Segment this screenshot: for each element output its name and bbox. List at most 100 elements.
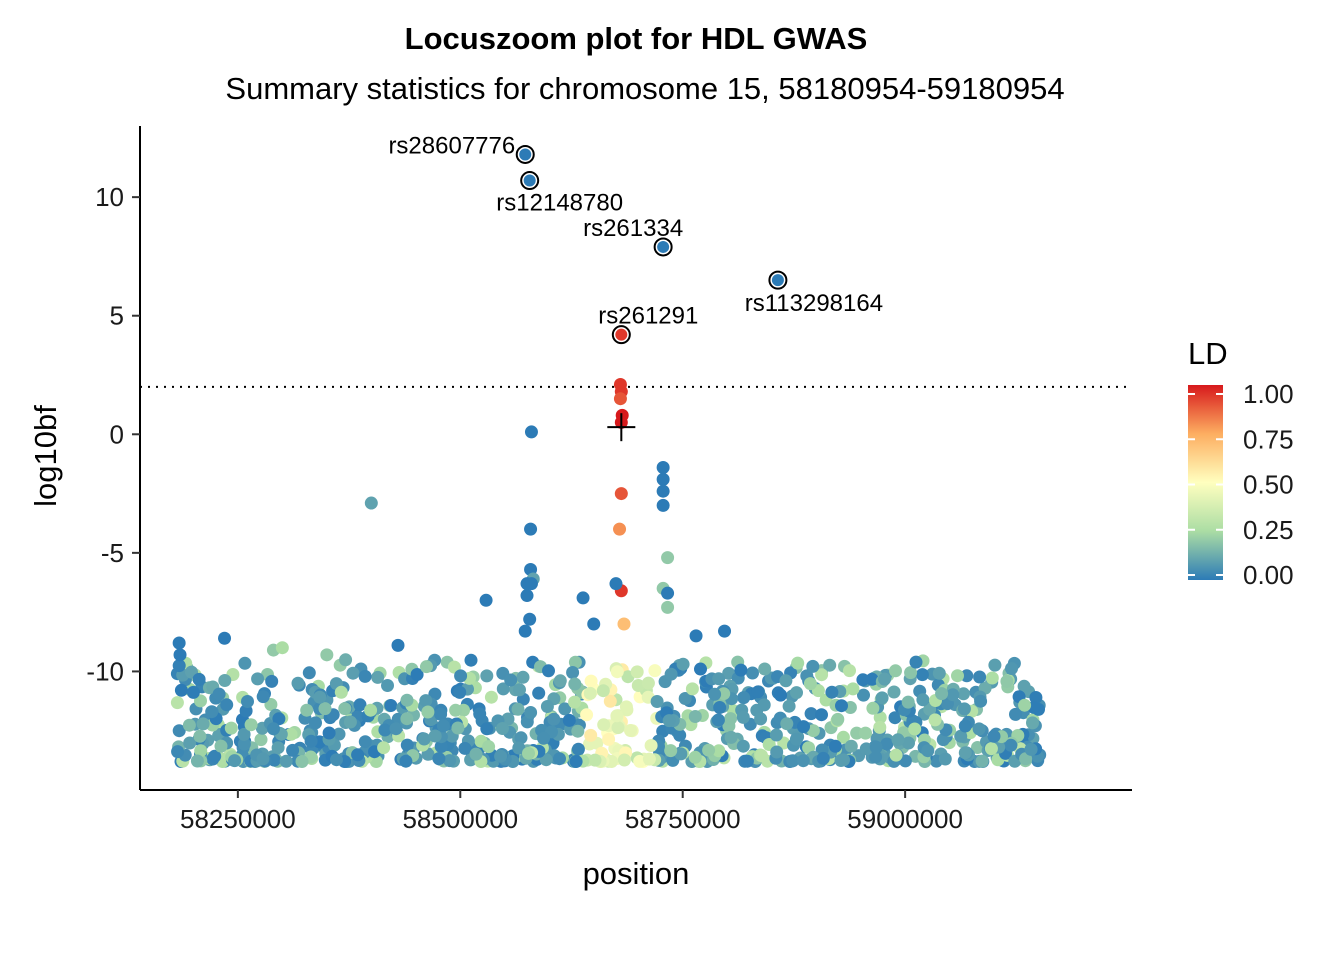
x-tick-label: 59000000 — [847, 804, 963, 834]
snp-point — [504, 673, 518, 687]
highlight-ring — [520, 171, 540, 191]
snp-point — [928, 713, 942, 727]
x-tick-label: 58750000 — [625, 804, 741, 834]
legend-tick-label: 1.00 — [1243, 379, 1294, 409]
snp-point — [237, 727, 251, 741]
snp-point — [571, 742, 585, 756]
snp-point — [400, 712, 414, 726]
snp-point — [736, 739, 750, 753]
snp-point — [624, 724, 637, 737]
snp-point — [751, 685, 765, 699]
snp-point — [935, 687, 949, 701]
snp-point — [496, 682, 510, 696]
snp-point — [803, 677, 817, 691]
snp-point — [568, 677, 582, 691]
snp-point — [673, 728, 687, 742]
snp-point — [384, 699, 398, 712]
snp-point — [410, 668, 424, 681]
snp-point — [173, 648, 187, 662]
snp-label: rs113298164 — [745, 290, 883, 317]
snp-point — [878, 672, 892, 686]
snp-point — [916, 693, 930, 707]
snp-point — [238, 656, 252, 670]
snp-point — [694, 662, 708, 676]
snp-point — [419, 694, 433, 708]
snp-point — [512, 741, 526, 755]
snp-point — [712, 744, 726, 758]
snp-point — [454, 669, 468, 683]
snp-point — [513, 683, 526, 697]
snp-point — [453, 685, 467, 699]
snp-point — [866, 701, 880, 715]
snp-point — [664, 744, 678, 758]
snp-point — [789, 732, 803, 746]
snp-point — [736, 710, 750, 724]
snp-point — [547, 712, 561, 726]
y-axis-title: log10bf — [28, 405, 63, 507]
snp-point — [587, 617, 601, 631]
snp-point — [915, 668, 929, 682]
snp-point — [399, 754, 413, 768]
snp-point — [480, 722, 494, 736]
snp-point — [786, 754, 800, 768]
snp-point — [656, 472, 670, 486]
snp-point — [174, 683, 188, 697]
snp-point — [662, 714, 676, 728]
snp-point — [688, 750, 702, 764]
snp-point — [613, 392, 627, 406]
highlight-ring — [768, 270, 788, 290]
snp-point — [334, 685, 348, 699]
snp-point — [309, 716, 322, 730]
snp-point — [524, 425, 538, 439]
snp-point — [988, 658, 1002, 672]
snp-point — [519, 148, 532, 161]
snp-point — [338, 702, 352, 716]
snp-point — [381, 679, 394, 692]
snp-point — [172, 724, 186, 738]
snp-point — [318, 702, 332, 716]
snp-point — [689, 629, 703, 643]
snp-point — [580, 708, 594, 722]
snp-point — [644, 739, 658, 752]
snp-point — [1024, 742, 1038, 756]
snp-point — [656, 460, 670, 474]
snp-point — [619, 700, 633, 714]
snp-point — [630, 665, 644, 679]
x-axis: 58250000 58500000 58750000 59000000 — [140, 789, 1132, 834]
snp-point — [320, 648, 334, 662]
snp-point — [974, 694, 988, 708]
snp-point — [220, 698, 234, 712]
snp-point — [859, 726, 872, 740]
snp-point — [869, 740, 883, 754]
highlight-ring — [515, 144, 535, 164]
snp-point — [779, 674, 793, 688]
snp-point — [244, 718, 258, 732]
snp-point — [256, 752, 270, 766]
snp-point — [237, 737, 251, 751]
snp-point — [724, 712, 738, 726]
snp-point — [951, 669, 964, 683]
snp-point — [610, 665, 624, 679]
snp-point — [364, 496, 378, 510]
snp-point — [186, 685, 200, 699]
snp-point — [343, 715, 357, 729]
snp-point — [558, 702, 572, 716]
snp-point — [279, 754, 293, 768]
snp-point — [865, 672, 879, 686]
snp-point — [520, 589, 534, 603]
snp-point — [602, 732, 616, 746]
snp-point — [480, 669, 494, 683]
y-tick-label: -5 — [101, 538, 124, 568]
snp-point — [633, 754, 647, 768]
snp-point — [267, 722, 280, 736]
snp-point — [880, 737, 894, 751]
snp-point — [835, 699, 848, 713]
snp-point — [708, 687, 722, 701]
highlight-ring — [653, 237, 673, 257]
x-axis-title: position — [583, 856, 690, 891]
snp-point — [332, 727, 346, 741]
snp-point — [351, 748, 365, 762]
snp-point — [596, 684, 610, 698]
snp-point — [754, 712, 768, 726]
snp-point — [973, 670, 987, 684]
